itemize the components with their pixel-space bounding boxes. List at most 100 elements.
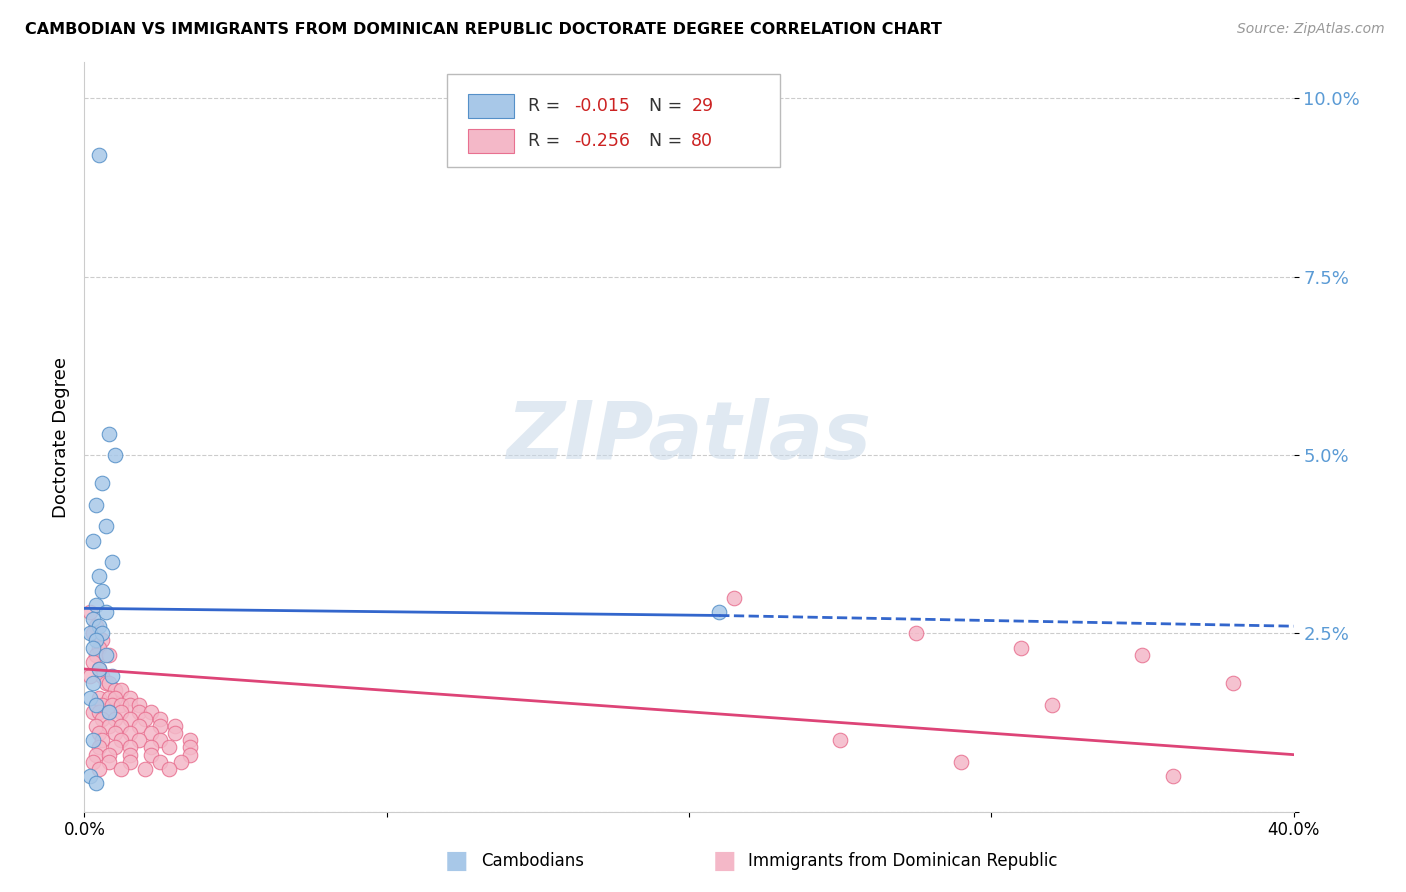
Point [950, 755, 973, 769]
Text: -0.015: -0.015 [574, 97, 630, 115]
Text: Cambodians: Cambodians [481, 852, 583, 870]
Point [97, 690, 120, 705]
Point [79, 626, 101, 640]
Point [157, 762, 180, 776]
FancyBboxPatch shape [468, 129, 513, 153]
Point [94, 519, 117, 533]
Point [86, 719, 108, 733]
Point [82, 626, 104, 640]
Text: ■: ■ [446, 849, 468, 872]
Point [79, 605, 101, 619]
Point [179, 733, 201, 747]
Point [165, 719, 187, 733]
Y-axis label: Doctorate Degree: Doctorate Degree [52, 357, 70, 517]
Point [110, 705, 132, 719]
Point [89, 662, 111, 676]
Point [110, 719, 132, 733]
Point [97, 648, 120, 662]
Text: CAMBODIAN VS IMMIGRANTS FROM DOMINICAN REPUBLIC DOCTORATE DEGREE CORRELATION CHA: CAMBODIAN VS IMMIGRANTS FROM DOMINICAN R… [25, 22, 942, 37]
FancyBboxPatch shape [468, 94, 513, 118]
Point [82, 612, 104, 626]
Text: ■: ■ [713, 849, 735, 872]
Point [110, 698, 132, 712]
Point [139, 726, 162, 740]
Point [91, 733, 114, 747]
Text: ZIPatlas: ZIPatlas [506, 398, 872, 476]
Point [1130, 648, 1153, 662]
Point [91, 698, 114, 712]
Point [149, 712, 172, 726]
Point [118, 726, 141, 740]
Point [82, 755, 104, 769]
Point [104, 683, 127, 698]
Text: Source: ZipAtlas.com: Source: ZipAtlas.com [1237, 22, 1385, 37]
Point [89, 640, 111, 655]
Point [100, 698, 122, 712]
Point [97, 747, 120, 762]
Point [86, 498, 108, 512]
Text: 80: 80 [692, 132, 713, 150]
Point [97, 705, 120, 719]
Point [134, 712, 156, 726]
Point [89, 690, 111, 705]
Point [118, 755, 141, 769]
Point [97, 719, 120, 733]
Point [723, 591, 745, 605]
Point [118, 740, 141, 755]
Point [165, 726, 187, 740]
Point [89, 762, 111, 776]
Point [79, 690, 101, 705]
Point [79, 669, 101, 683]
Point [82, 733, 104, 747]
Point [104, 448, 127, 462]
Text: 29: 29 [692, 97, 713, 115]
Point [91, 633, 114, 648]
Point [82, 676, 104, 690]
Point [86, 747, 108, 762]
Point [1040, 698, 1063, 712]
Point [86, 776, 108, 790]
Point [82, 640, 104, 655]
Text: N =: N = [650, 132, 688, 150]
Point [139, 740, 162, 755]
Point [91, 626, 114, 640]
Point [91, 669, 114, 683]
Text: R =: R = [529, 97, 565, 115]
Point [86, 698, 108, 712]
Point [1161, 769, 1184, 783]
Point [149, 719, 172, 733]
Point [97, 426, 120, 441]
Point [139, 705, 162, 719]
Point [709, 605, 731, 619]
Point [134, 762, 156, 776]
Text: R =: R = [529, 132, 565, 150]
Point [86, 633, 108, 648]
Point [79, 769, 101, 783]
Point [86, 698, 108, 712]
Point [86, 619, 108, 633]
Point [128, 705, 150, 719]
Point [118, 690, 141, 705]
Point [110, 733, 132, 747]
Point [91, 583, 114, 598]
Point [170, 755, 193, 769]
Point [104, 690, 127, 705]
Point [86, 598, 108, 612]
Text: N =: N = [650, 97, 688, 115]
Point [91, 712, 114, 726]
Point [82, 533, 104, 548]
Point [904, 626, 927, 640]
Point [179, 747, 201, 762]
Point [118, 712, 141, 726]
Point [89, 705, 111, 719]
Point [128, 733, 150, 747]
Point [179, 740, 201, 755]
Point [100, 555, 122, 569]
Point [94, 648, 117, 662]
Point [128, 719, 150, 733]
Text: Immigrants from Dominican Republic: Immigrants from Dominican Republic [748, 852, 1057, 870]
Point [157, 740, 180, 755]
Point [118, 747, 141, 762]
Point [89, 619, 111, 633]
Point [830, 733, 852, 747]
